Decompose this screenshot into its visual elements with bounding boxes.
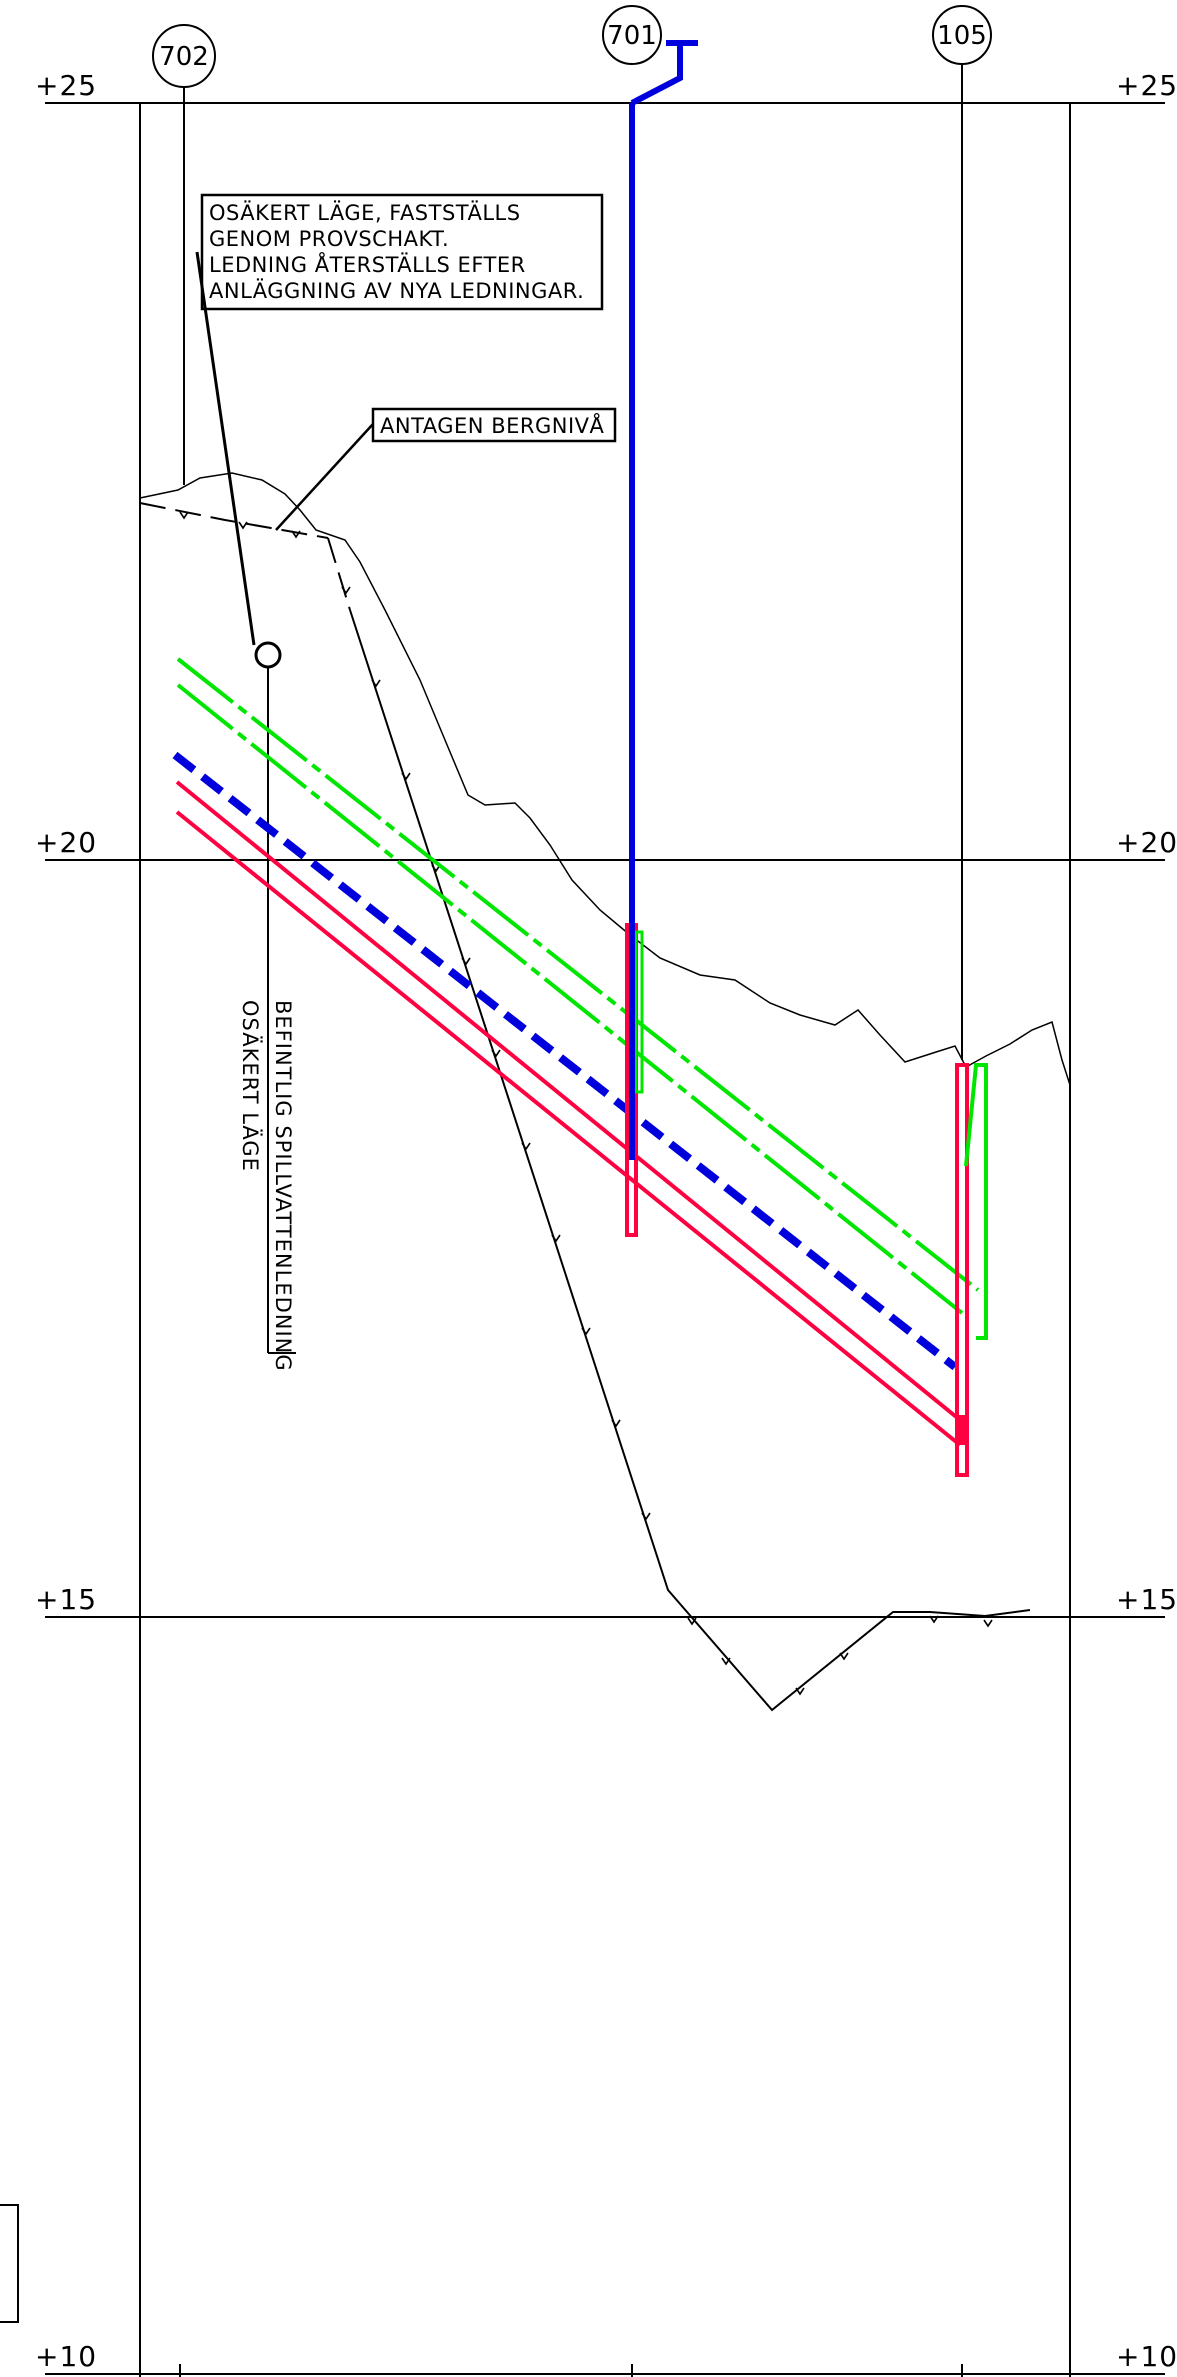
- manhole-labels: 702 701 105: [159, 21, 987, 72]
- level-label-right-plus15: +15: [1116, 1583, 1177, 1616]
- manhole-105-label: 105: [937, 21, 987, 51]
- note-existing-pipe-line-1: BEFINTLIG SPILLVATTENLEDNING: [271, 1000, 295, 1372]
- riser-701-sewer-top: [630, 43, 683, 106]
- note-bedrock: ANTAGEN BERGNIVÅ: [275, 407, 617, 531]
- level-label-right-plus25: +25: [1116, 69, 1177, 102]
- level-label-right-plus10: +10: [1116, 2340, 1177, 2373]
- note-uncertain-line-3: LEDNING ÅTERSTÄLLS EFTER: [209, 251, 526, 277]
- ground-surface-line: [139, 472, 1071, 1086]
- water-pipe-lower: [175, 810, 962, 1447]
- riser-105-stormwater: [964, 1063, 988, 1340]
- manhole-702-label: 702: [159, 42, 209, 72]
- note-uncertain-position: OSÄKERT LÄGE, FASTSTÄLLS GENOM PROVSCHAK…: [200, 193, 604, 311]
- note-uncertain-line-4: ANLÄGGNING AV NYA LEDNINGAR.: [209, 278, 584, 303]
- riser-105-water: [955, 1063, 969, 1477]
- stormwater-pipe-lower: [176, 683, 964, 1315]
- frame: [0, 103, 1071, 2377]
- water-pipe-upper: [175, 780, 962, 1422]
- stormwater-pipes: [176, 657, 980, 1315]
- note-uncertain-line-1: OSÄKERT LÄGE, FASTSTÄLLS: [209, 200, 521, 225]
- level-labels: +25 +25 +20 +20 +15 +15 +10 +10: [35, 69, 1177, 2373]
- bedrock-slope-dashed: [327, 537, 351, 611]
- bedrock-slope-solid: [349, 609, 1031, 1712]
- note-bedrock-leader: [275, 423, 374, 531]
- manhole-markers: [152, 5, 992, 1060]
- level-label-left-plus25: +25: [35, 69, 97, 102]
- stormwater-pipe-upper: [176, 657, 980, 1292]
- level-label-left-plus20: +20: [35, 826, 97, 859]
- bedrock-level: [139, 502, 1031, 1712]
- note-bedrock-box: [371, 407, 617, 443]
- manhole-105-riser: [955, 1063, 988, 1477]
- note-existing-pipe-line-2: OSÄKERT LÄGE: [238, 1000, 263, 1172]
- note-bedrock-text: ANTAGEN BERGNIVÅ: [380, 412, 605, 438]
- existing-pipe-point: [254, 641, 282, 669]
- level-label-left-plus15: +15: [35, 1583, 97, 1616]
- bedrock-upper-dashed: [139, 502, 329, 539]
- note-existing-pipe: BEFINTLIG SPILLVATTENLEDNING OSÄKERT LÄG…: [238, 1000, 295, 1372]
- level-label-right-plus20: +20: [1116, 826, 1177, 859]
- manhole-702-circle: [152, 24, 216, 88]
- partial-box-left: [0, 2204, 19, 2323]
- manhole-701-riser: [625, 40, 698, 1237]
- note-uncertain-line-2: GENOM PROVSCHAKT.: [209, 227, 449, 251]
- sewer-pipe: [172, 751, 958, 1371]
- water-pipes: [175, 780, 962, 1447]
- manhole-701-circle: [602, 5, 662, 65]
- manhole-105-circle: [932, 5, 992, 65]
- level-grid: [45, 102, 1165, 2375]
- note-uncertain-position-box: [200, 193, 604, 311]
- level-label-left-plus10: +10: [35, 2340, 97, 2373]
- bedrock-tick-marks: [179, 511, 993, 1696]
- note-uncertain-leader: [195, 251, 256, 646]
- riser-701-stormwater: [634, 930, 644, 1094]
- manhole-701-label: 701: [607, 21, 657, 51]
